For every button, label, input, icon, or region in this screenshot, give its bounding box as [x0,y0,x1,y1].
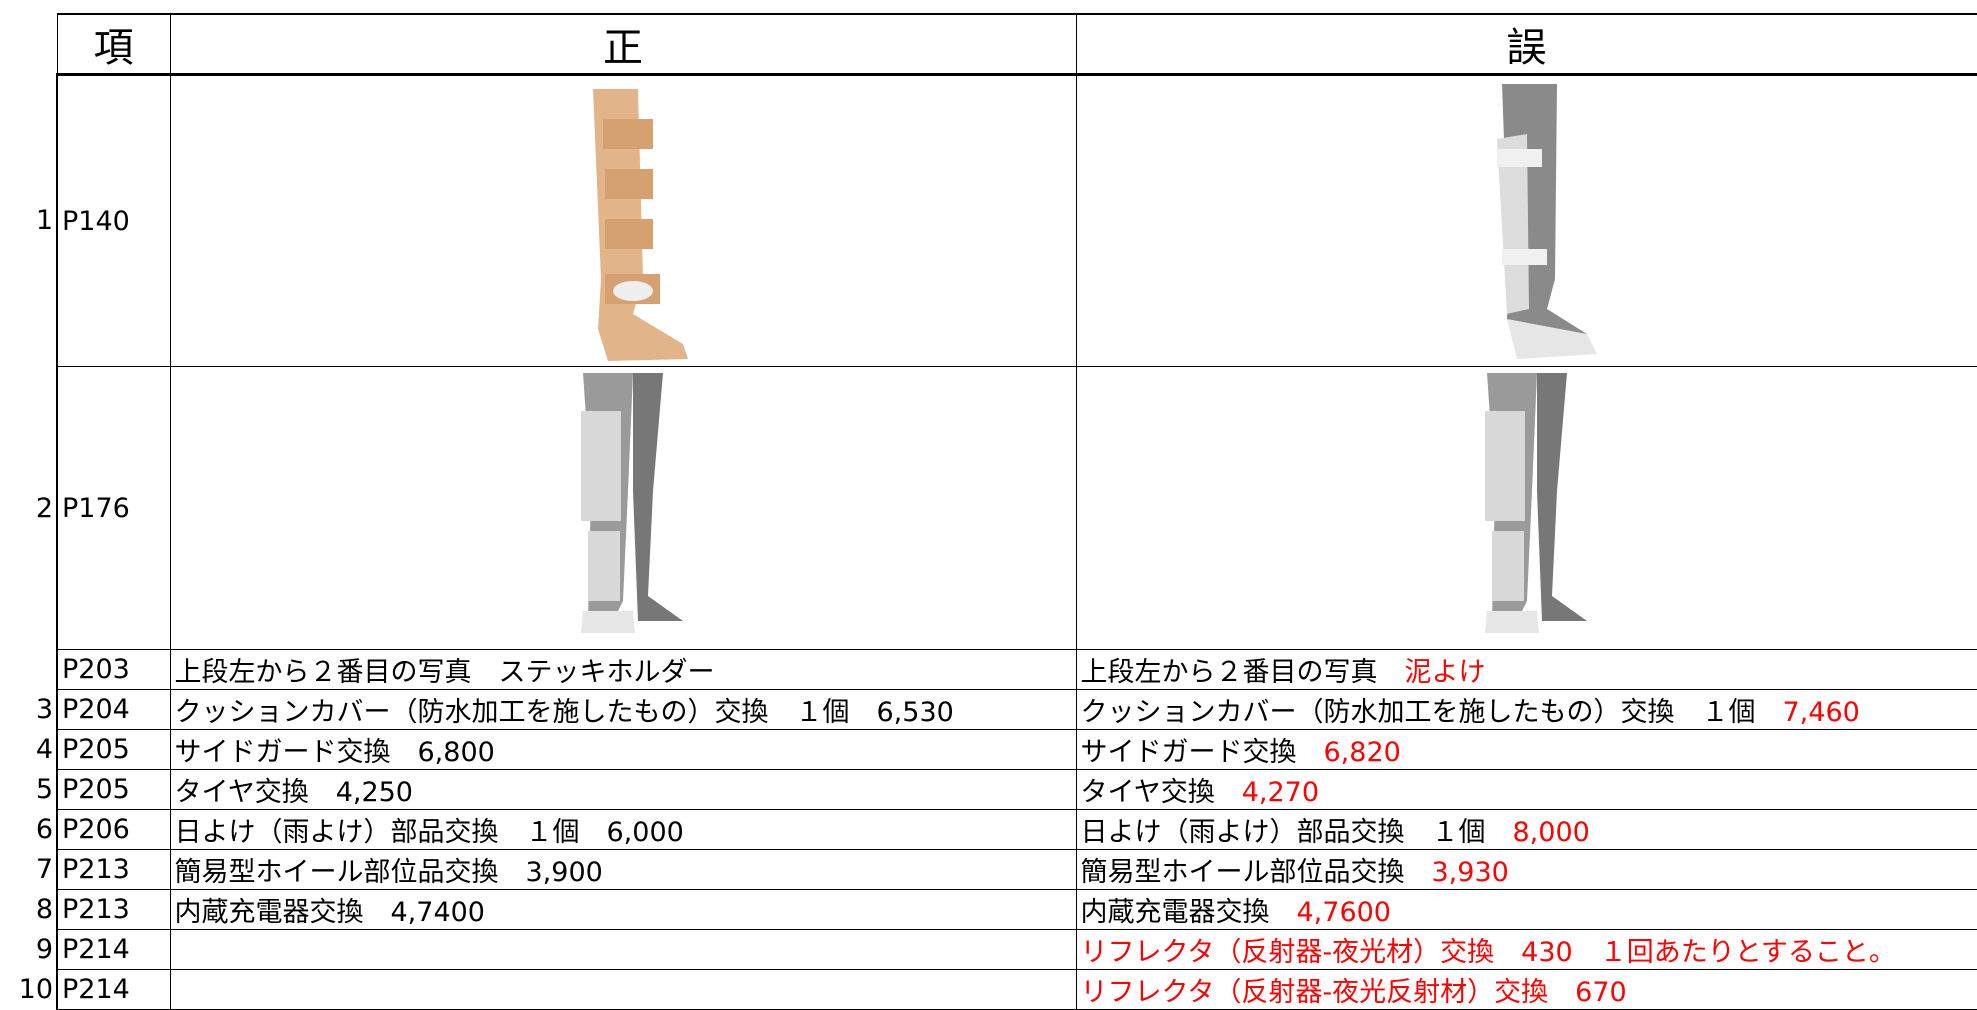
row-number: 1 [0,74,58,367]
table-row: 1 P140 [0,74,1977,367]
correct-text: 内蔵充電器交換 4,7400 [174,897,485,928]
page-ref: P205 [56,729,171,770]
page-ref: P204 [56,689,171,730]
orthosis-photo [1496,83,1597,359]
row-number: 6 [0,809,58,850]
wrong-cell [1075,366,1977,650]
wrong-highlight: リフレクタ（反射器-夜光材）交換 430 １回あたりとすること。 [1080,937,1896,968]
wrong-text: サイドガード交換 [1080,737,1324,768]
row-number: 2 [0,366,58,650]
comparison-table: 項 正 誤 1 P140 2 P176 P203 上段左から２番目の写真 ステッキホル… [0,13,1977,1010]
wrong-highlight: 4,270 [1241,777,1319,808]
orthosis-photo [581,372,683,633]
correct-cell: 上段左から２番目の写真 ステッキホルダー [169,649,1077,690]
correct-cell [169,969,1077,1010]
wrong-highlight: 3,930 [1431,857,1509,888]
correct-text: 日よけ（雨よけ）部品交換 １個 6,000 [174,817,684,848]
header-cell: 項 [56,13,171,76]
wrong-highlight: 泥よけ [1404,657,1486,688]
correct-cell: 内蔵充電器交換 4,7400 [169,889,1077,930]
wrong-cell: サイドガード交換 6,820 [1075,729,1977,770]
row-number: 4 [0,729,58,770]
page-ref: P206 [56,809,171,850]
header-row: 項 正 誤 [0,13,1977,76]
orthosis-photo [593,88,688,361]
row-number [0,649,58,690]
correct-cell [169,366,1077,650]
table-row: 10 P214 リフレクタ（反射器-夜光反射材）交換 670 [0,969,1977,1010]
table-body: 1 P140 2 P176 P203 上段左から２番目の写真 ステッキホルダー 上段左か… [0,74,1977,1010]
wrong-text: クッションカバー（防水加工を施したもの）交換 １個 [1080,697,1783,728]
page-ref: P214 [56,969,171,1010]
wrong-cell: リフレクタ（反射器-夜光反射材）交換 670 [1075,969,1977,1010]
table-row: 7 P213 簡易型ホイール部位品交換 3,900 簡易型ホイール部位品交換 3,93… [0,849,1977,890]
wrong-cell: 内蔵充電器交換 4,7600 [1075,889,1977,930]
page-ref: P213 [56,889,171,930]
sheet: 項 正 誤 1 P140 2 P176 P203 上段左から２番目の写真 ステッキホル… [0,13,1977,1010]
correct-cell: クッションカバー（防水加工を施したもの）交換 １個 6,530 [169,689,1077,730]
table-row: P203 上段左から２番目の写真 ステッキホルダー 上段左から２番目の写真 泥よけ [0,649,1977,690]
table-row: 9 P214 リフレクタ（反射器-夜光材）交換 430 １回あたりとすること。 [0,929,1977,970]
table-row: 3 P204 クッションカバー（防水加工を施したもの）交換 １個 6,530 クッショ… [0,689,1977,730]
page-ref: P205 [56,769,171,810]
wrong-cell: 上段左から２番目の写真 泥よけ [1075,649,1977,690]
page: 項 正 誤 1 P140 2 P176 P203 上段左から２番目の写真 ステッキホル… [0,13,1977,1010]
wrong-text: 日よけ（雨よけ）部品交換 １個 [1080,817,1513,848]
row-number: 9 [0,929,58,970]
wrong-text: 簡易型ホイール部位品交換 [1080,857,1432,888]
corner [0,14,58,75]
wrong-cell: リフレクタ（反射器-夜光材）交換 430 １回あたりとすること。 [1075,929,1977,970]
page-ref: P176 [56,366,171,650]
correct-text: タイヤ交換 4,250 [174,777,414,808]
row-number: 10 [0,969,58,1010]
header-cell: 誤 [1075,13,1977,76]
wrong-highlight: 7,460 [1782,697,1860,728]
correct-text: サイドガード交換 6,800 [174,737,495,768]
table-row: 2 P176 [0,366,1977,650]
page-ref: P213 [56,849,171,890]
wrong-cell: 簡易型ホイール部位品交換 3,930 [1075,849,1977,890]
row-number: 8 [0,889,58,930]
wrong-highlight: リフレクタ（反射器-夜光反射材）交換 670 [1080,977,1627,1008]
wrong-cell [1075,74,1977,367]
row-number: 7 [0,849,58,890]
correct-cell: タイヤ交換 4,250 [169,769,1077,810]
page-ref: P203 [56,649,171,690]
correct-text: 上段左から２番目の写真 ステッキホルダー [174,657,715,688]
page-ref: P214 [56,929,171,970]
correct-cell [169,74,1077,367]
wrong-cell: 日よけ（雨よけ）部品交換 １個 8,000 [1075,809,1977,850]
wrong-text: 上段左から２番目の写真 [1080,657,1405,688]
wrong-highlight: 4,7600 [1296,897,1391,928]
correct-cell: サイドガード交換 6,800 [169,729,1077,770]
wrong-text: タイヤ交換 [1080,777,1242,808]
correct-cell: 簡易型ホイール部位品交換 3,900 [169,849,1077,890]
orthosis-photo [1484,372,1587,633]
correct-text: クッションカバー（防水加工を施したもの）交換 １個 6,530 [174,697,954,728]
row-number: 3 [0,689,58,730]
wrong-cell: クッションカバー（防水加工を施したもの）交換 １個 7,460 [1075,689,1977,730]
wrong-highlight: 6,820 [1323,737,1401,768]
correct-cell [169,929,1077,970]
wrong-cell: タイヤ交換 4,270 [1075,769,1977,810]
page-ref: P140 [56,74,171,367]
table-row: 4 P205 サイドガード交換 6,800 サイドガード交換 6,820 [0,729,1977,770]
row-number: 5 [0,769,58,810]
correct-text: 簡易型ホイール部位品交換 3,900 [174,857,603,888]
table-row: 6 P206 日よけ（雨よけ）部品交換 １個 6,000 日よけ（雨よけ）部品交換 １… [0,809,1977,850]
correct-cell: 日よけ（雨よけ）部品交換 １個 6,000 [169,809,1077,850]
table-row: 5 P205 タイヤ交換 4,250 タイヤ交換 4,270 [0,769,1977,810]
table-row: 8 P213 内蔵充電器交換 4,7400 内蔵充電器交換 4,7600 [0,889,1977,930]
wrong-highlight: 8,000 [1512,817,1590,848]
wrong-text: 内蔵充電器交換 [1080,897,1297,928]
header-cell: 正 [169,13,1077,76]
